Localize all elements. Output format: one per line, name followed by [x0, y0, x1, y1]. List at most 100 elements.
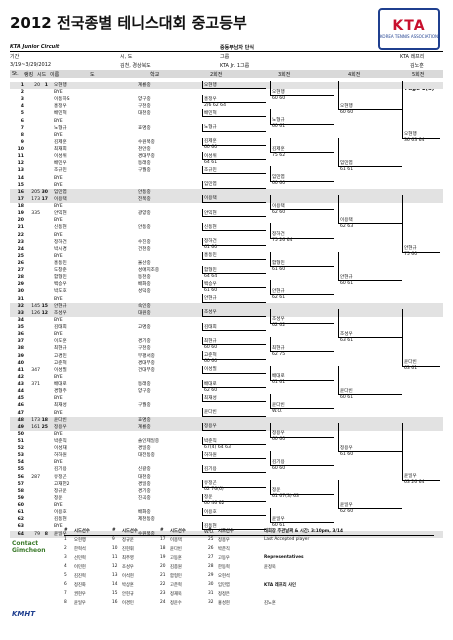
- seed-value: 17: [41, 196, 48, 202]
- draw-row: 45 BYE: [10, 395, 443, 402]
- seed-table-cell: 27: [208, 555, 214, 560]
- seed-table-cell: 정규운: [122, 538, 134, 543]
- bracket-line: [270, 337, 271, 352]
- player-club: 효명중: [138, 125, 151, 131]
- player-name: BYE: [54, 410, 63, 416]
- draw-row: 33 126 12 조성우 대원중: [10, 309, 443, 317]
- winner-name: 김기용: [204, 466, 217, 472]
- rank-value: 173: [31, 196, 40, 202]
- seed-table-cell: 진현휘: [122, 547, 134, 552]
- winner-name: 노형규: [272, 118, 285, 124]
- player-name: BYE: [54, 182, 63, 188]
- bracket-line: [270, 109, 271, 125]
- draw-line-number: 33: [17, 310, 24, 316]
- bracket-line: [338, 280, 402, 281]
- seed-table-cell: 11: [112, 555, 118, 560]
- seed-table-cell: 1: [64, 537, 67, 542]
- winner-name: 이성위: [204, 153, 217, 159]
- player-name: 김태희: [54, 325, 67, 331]
- player-club: 계룡중: [138, 83, 151, 88]
- draw-row: 63 BYE: [10, 523, 443, 530]
- seed-table-cell: 오현석: [218, 574, 230, 579]
- match-score: 75 26 64: [272, 238, 293, 244]
- draw-row: 8 BYE: [10, 132, 443, 139]
- draw-line-number: 63: [17, 524, 24, 530]
- draw-line-number: 8: [20, 132, 24, 138]
- draw-row: 56 287 유정곤 대천중: [10, 474, 443, 481]
- match-score: 61 60: [204, 287, 218, 293]
- player-name: 신동현: [54, 225, 67, 231]
- player-club: 경기중: [138, 488, 151, 494]
- player-club: 광양중: [138, 211, 151, 217]
- seed-value: 18: [41, 417, 48, 423]
- seed-table-cell: 함형민: [170, 574, 182, 579]
- bracket-line: [202, 429, 266, 431]
- bracket-line: [338, 109, 402, 110]
- player-club: 구월중: [138, 403, 151, 409]
- seed-table-cell: 오현행: [74, 538, 86, 543]
- page-title: 2012 전국종별 테니스대회 중고등부: [10, 14, 247, 32]
- bracket-line: [202, 294, 203, 303]
- match-score: 61 60: [272, 266, 286, 272]
- player-name: 이성재: [54, 446, 67, 452]
- seed-table-cell: 조성우: [122, 565, 134, 570]
- winner-name: 임민엽: [340, 160, 353, 166]
- draw-row: 58 정규운 경기중: [10, 488, 443, 495]
- draw-row: 26 홍동민 울산중: [10, 260, 443, 267]
- draw-line-number: 29: [17, 282, 24, 288]
- bracket-line: [402, 422, 403, 481]
- player-club: 솔인제일중: [138, 439, 160, 444]
- winner-name: 조성우: [340, 331, 353, 337]
- player-name: BYE: [54, 90, 63, 96]
- winner-name: 노형규: [204, 125, 217, 131]
- bracket-line: [202, 408, 203, 416]
- draw-line-number: 31: [17, 296, 24, 302]
- rank-value: 347: [31, 367, 40, 373]
- seed-table-cell: 김종원: [170, 565, 182, 570]
- winner-name: 최현규: [204, 338, 217, 344]
- bracket-line: [270, 436, 334, 438]
- player-name: BYE: [54, 175, 63, 181]
- player-club: 건대부중: [138, 367, 155, 373]
- draw-line-number: 50: [17, 431, 24, 437]
- winner-name: 오현행: [272, 89, 285, 95]
- draw-line-number: 42: [17, 374, 24, 380]
- draw-row: 24 박시경 건천중: [10, 246, 443, 253]
- draw-line-number: 41: [17, 367, 24, 373]
- draw-line-number: 26: [17, 261, 24, 266]
- player-club: 동천중: [138, 275, 151, 281]
- draw-row: 20 BYE: [10, 217, 443, 224]
- player-name: BYE: [54, 118, 63, 124]
- seed-table-cell: 권현우: [74, 592, 86, 597]
- player-club: 성덕중: [138, 289, 151, 295]
- bracket-line: [202, 529, 266, 531]
- bracket-line: [202, 102, 266, 103]
- player-club: 동래중: [138, 382, 151, 388]
- seed-table-cell: 이석현: [122, 574, 134, 579]
- player-name: 배민혁: [54, 111, 67, 117]
- draw-line-number: 46: [17, 403, 24, 409]
- winner-name: 윤다빈: [272, 402, 285, 408]
- seed-table-cell: 2: [64, 546, 67, 551]
- draw-line-number: 53: [17, 453, 24, 459]
- draw-row: 19 335 안익현 광양중: [10, 210, 443, 217]
- winner-name: 함형민: [272, 260, 285, 266]
- bracket-line: [270, 266, 334, 267]
- winner-name: 임민엽: [272, 175, 285, 181]
- player-name: 유정곤: [54, 474, 67, 480]
- bracket-line: [202, 465, 203, 473]
- player-club: 계룡중: [138, 424, 151, 430]
- bracket-line: [202, 237, 203, 246]
- bracket-line: [338, 251, 339, 281]
- bracket-line: [270, 80, 271, 96]
- draw-row: 30 박도호 성덕중: [10, 288, 443, 295]
- draw-line-number: 39: [17, 353, 24, 359]
- draw-line-number: 64: [17, 531, 24, 537]
- seed-table-cell: 정정은: [218, 592, 230, 597]
- draw-row: 57 고재헌2 경일중: [10, 481, 443, 488]
- seed-table-cell: 3: [64, 555, 67, 560]
- player-name: 이용택: [54, 196, 67, 202]
- winner-name: 윤일우: [404, 474, 417, 480]
- match-score: 2/6 62 64: [204, 102, 227, 108]
- draw-line-number: 32: [17, 303, 24, 309]
